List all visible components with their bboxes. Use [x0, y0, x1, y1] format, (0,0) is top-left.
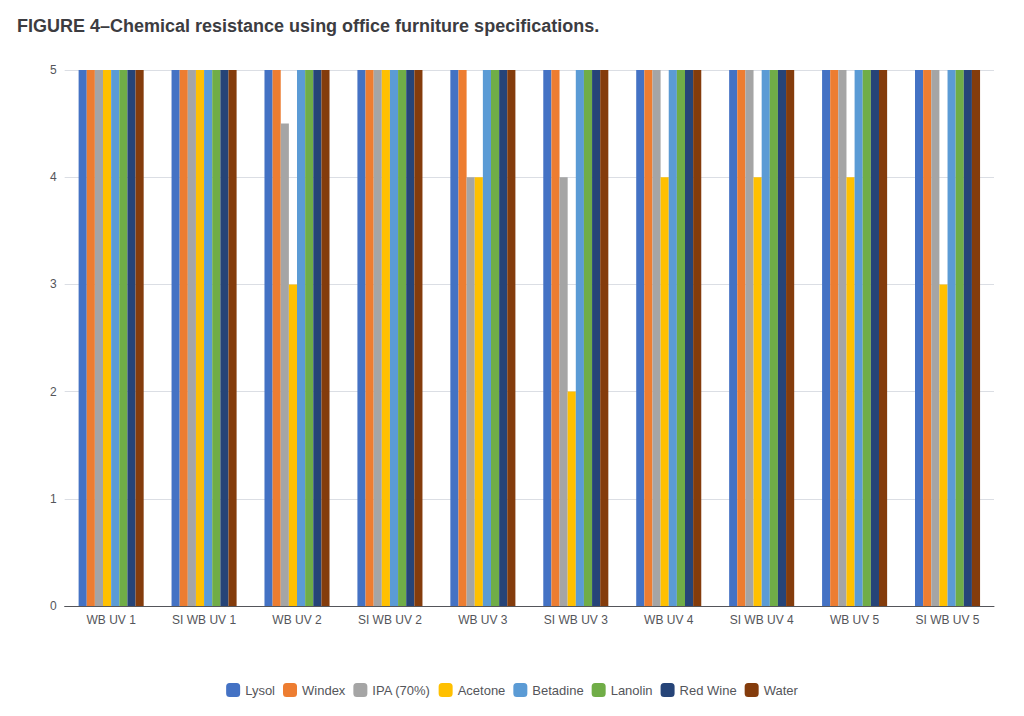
svg-text:WB UV 4: WB UV 4 [644, 613, 694, 627]
svg-text:Acetone: Acetone [458, 683, 506, 698]
svg-text:SI WB UV 1: SI WB UV 1 [172, 613, 236, 627]
svg-text:WB UV 1: WB UV 1 [86, 613, 136, 627]
svg-text:Windex: Windex [302, 683, 346, 698]
svg-text:WB UV 2: WB UV 2 [272, 613, 322, 627]
svg-text:Red Wine: Red Wine [680, 683, 737, 698]
svg-text:0: 0 [50, 599, 57, 613]
svg-text:SI WB UV 5: SI WB UV 5 [916, 613, 980, 627]
svg-text:4: 4 [50, 170, 57, 184]
svg-text:Lanolin: Lanolin [611, 683, 653, 698]
svg-text:WB UV 3: WB UV 3 [458, 613, 508, 627]
svg-text:Water: Water [764, 683, 799, 698]
svg-text:Lysol: Lysol [245, 683, 275, 698]
svg-text:WB UV 5: WB UV 5 [830, 613, 880, 627]
svg-text:Betadine: Betadine [532, 683, 583, 698]
svg-text:1: 1 [50, 492, 57, 506]
svg-text:2: 2 [50, 385, 57, 399]
svg-text:3: 3 [50, 277, 57, 291]
svg-text:5: 5 [50, 63, 57, 77]
svg-text:SI WB UV 3: SI WB UV 3 [544, 613, 608, 627]
svg-text:FIGURE 4–Chemical resistance u: FIGURE 4–Chemical resistance using offic… [17, 16, 599, 36]
svg-text:SI WB UV 2: SI WB UV 2 [358, 613, 422, 627]
svg-text:IPA (70%): IPA (70%) [372, 683, 430, 698]
svg-text:SI WB UV 4: SI WB UV 4 [730, 613, 794, 627]
